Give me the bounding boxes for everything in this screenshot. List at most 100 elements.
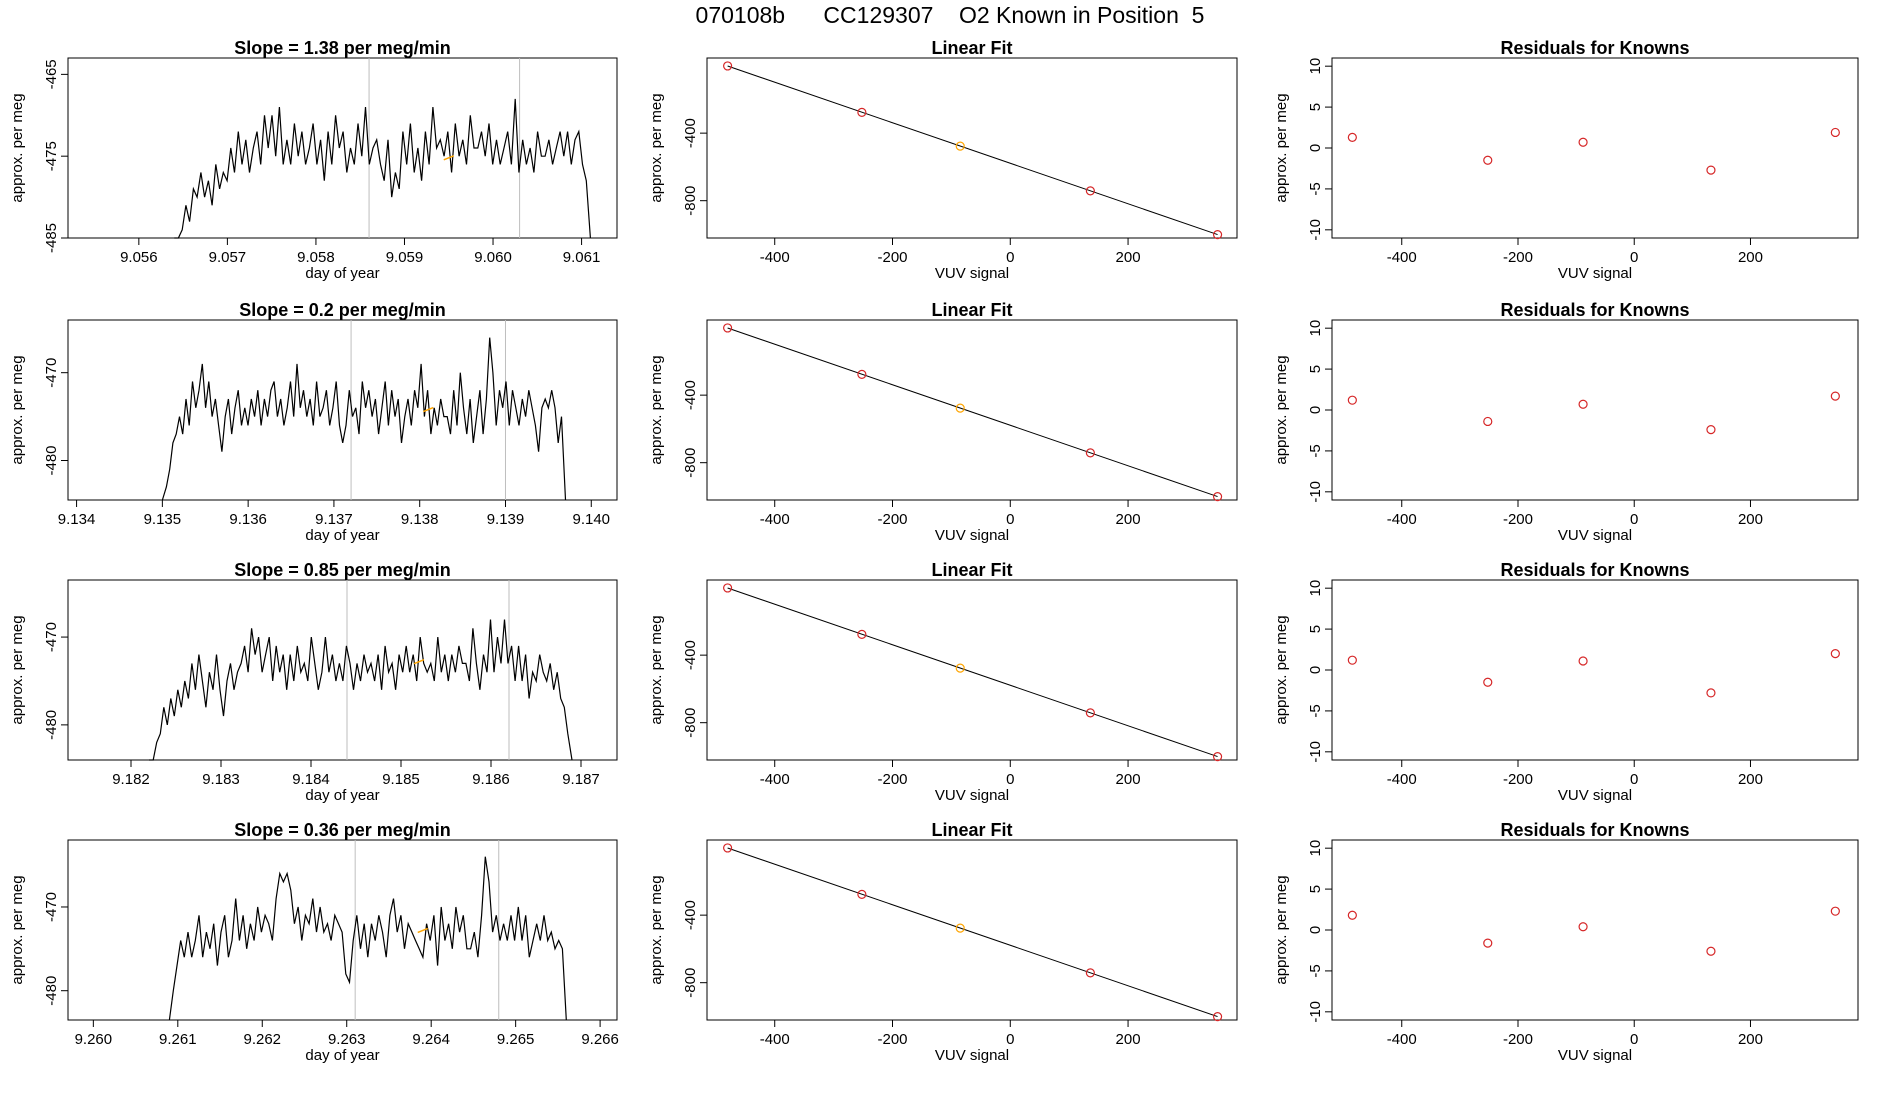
- x-tick-label: 0: [1630, 771, 1638, 788]
- chart-panel: Slope = 1.38 per meg/min 9.056 9.057 9.058 9…: [9, 38, 618, 282]
- y-tick-label: 5: [1307, 625, 1324, 633]
- x-tick-label: 9.056: [120, 249, 158, 266]
- y-tick-label: -475: [43, 141, 60, 171]
- x-tick-label: -200: [1503, 249, 1533, 266]
- plot-frame: [67, 57, 618, 239]
- x-tick-label: -400: [760, 771, 790, 788]
- y-tick-label: -400: [682, 118, 699, 148]
- series-line: [161, 337, 567, 501]
- residual-point: [1483, 416, 1493, 427]
- x-axis-label: VUV signal: [935, 787, 1009, 804]
- highlight-mark: [443, 155, 455, 161]
- y-tick-label: 5: [1307, 885, 1324, 893]
- x-tick-label: -200: [1503, 771, 1533, 788]
- chart-title: Slope = 0.2 per meg/min: [239, 300, 446, 320]
- residual-point: [1578, 137, 1588, 147]
- fit-line: [727, 587, 1218, 758]
- x-tick-label: 9.138: [401, 511, 439, 528]
- x-tick-label: -200: [1503, 1031, 1533, 1048]
- residual-point: [1830, 906, 1840, 916]
- x-tick-label: 0: [1630, 249, 1638, 266]
- x-tick-label: 9.260: [75, 1031, 113, 1048]
- data-point: [723, 323, 733, 333]
- x-tick-label: 200: [1116, 249, 1141, 266]
- chart-title: Residuals for Knowns: [1500, 38, 1689, 58]
- y-axis-label: approx. per meg: [648, 355, 665, 464]
- chart-panel: Slope = 0.36 per meg/min 9.260 9.261 9.262 9…: [9, 820, 619, 1064]
- x-tick-label: 9.185: [382, 771, 420, 788]
- data-point: [1212, 1012, 1223, 1022]
- residual-point: [1578, 922, 1588, 932]
- x-tick-label: 9.140: [572, 511, 610, 528]
- y-tick-label: -10: [1307, 741, 1324, 763]
- y-tick-label: -5: [1307, 964, 1324, 977]
- data-point: [857, 629, 867, 639]
- y-tick-label: -800: [682, 186, 699, 216]
- y-tick-label: -485: [43, 223, 60, 253]
- x-tick-label: 9.186: [472, 771, 510, 788]
- x-tick-label: -200: [1503, 511, 1533, 528]
- chart-title: Slope = 1.38 per meg/min: [234, 38, 451, 58]
- residual-point: [1830, 649, 1840, 659]
- y-tick-label: -10: [1307, 219, 1324, 241]
- x-tick-label: 9.262: [243, 1031, 281, 1048]
- x-tick-label: -200: [877, 1031, 907, 1048]
- x-tick-label: 9.137: [315, 511, 353, 528]
- y-tick-label: -470: [43, 358, 60, 388]
- x-tick-label: 9.059: [386, 249, 424, 266]
- residual-point: [1706, 425, 1716, 435]
- x-axis-label: VUV signal: [1558, 787, 1632, 804]
- y-tick-label: -5: [1307, 704, 1324, 717]
- x-tick-label: 9.187: [562, 771, 600, 788]
- chart-panel: Residuals for Knowns -400 -200 0 200 10 5 0 -5 -1…: [1273, 38, 1859, 282]
- y-tick-label: -10: [1307, 1001, 1324, 1023]
- x-tick-label: 9.263: [328, 1031, 366, 1048]
- data-point: [723, 843, 733, 853]
- series-line: [149, 619, 573, 761]
- x-tick-label: 9.058: [297, 249, 335, 266]
- y-axis-label: approx. per meg: [9, 615, 26, 724]
- x-axis-label: VUV signal: [935, 1047, 1009, 1064]
- chart-panel: Linear Fit -400 -200 0 200 -400 -800 VUV signal…: [648, 38, 1238, 282]
- chart-panel: Residuals for Knowns -400 -200 0 200 10 5 0 -5 -1…: [1273, 560, 1859, 804]
- y-axis-label: approx. per meg: [9, 875, 26, 984]
- plot-frame: [706, 57, 1238, 239]
- x-tick-label: 9.261: [159, 1031, 197, 1048]
- y-axis-label: approx. per meg: [9, 355, 26, 464]
- y-tick-label: -800: [682, 708, 699, 738]
- chart-title: Linear Fit: [931, 38, 1012, 58]
- x-tick-label: 0: [1630, 1031, 1638, 1048]
- plot-frame: [706, 839, 1238, 1021]
- chart-panel: Residuals for Knowns -400 -200 0 200 10 5 0 -5 -1…: [1273, 300, 1859, 544]
- y-tick-label: -400: [682, 380, 699, 410]
- x-tick-label: -400: [1387, 1031, 1417, 1048]
- y-tick-label: -10: [1307, 481, 1324, 503]
- y-axis-label: approx. per meg: [1273, 355, 1290, 464]
- data-point: [723, 583, 733, 593]
- data-point: [723, 61, 733, 71]
- y-axis-label: approx. per meg: [1273, 615, 1290, 724]
- y-axis-label: approx. per meg: [9, 93, 26, 202]
- page-title: 070108b CC129307 O2 Known in Position 5: [695, 2, 1205, 28]
- y-axis-label: approx. per meg: [648, 615, 665, 724]
- x-tick-label: 9.135: [144, 511, 182, 528]
- x-axis-label: day of year: [305, 265, 379, 282]
- y-tick-label: -480: [43, 710, 60, 740]
- fit-line: [727, 327, 1218, 498]
- y-tick-label: -465: [43, 59, 60, 89]
- y-tick-label: -480: [43, 445, 60, 475]
- chart-panel: Linear Fit -400 -200 0 200 -400 -800 VUV signal…: [648, 300, 1238, 544]
- residual-point: [1706, 688, 1716, 698]
- x-tick-label: -200: [877, 249, 907, 266]
- chart-panel: Residuals for Knowns -400 -200 0 200 10 5 0 -5 -1…: [1273, 820, 1859, 1064]
- x-tick-label: 200: [1116, 1031, 1141, 1048]
- fit-line: [727, 847, 1218, 1018]
- chart-panel: Linear Fit -400 -200 0 200 -400 -800 VUV signal…: [648, 560, 1238, 804]
- x-tick-label: 9.139: [487, 511, 525, 528]
- x-axis-label: VUV signal: [935, 527, 1009, 544]
- residual-point: [1830, 127, 1840, 138]
- chart-title: Slope = 0.85 per meg/min: [234, 560, 451, 580]
- residual-point: [1483, 155, 1493, 165]
- data-point: [955, 141, 965, 151]
